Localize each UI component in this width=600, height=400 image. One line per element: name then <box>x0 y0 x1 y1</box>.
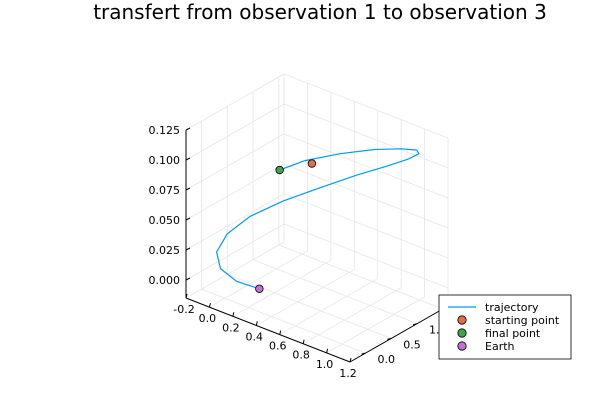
y-tick-mark <box>361 352 366 355</box>
gridline-y-floor <box>278 244 443 310</box>
gridline-x-floor <box>209 250 308 308</box>
legend-swatch-earth <box>457 341 467 351</box>
gridline-z-side <box>185 223 285 281</box>
gridline-y-floor <box>227 274 392 339</box>
legend-swatch-final-point <box>457 328 467 338</box>
gridline-z-back <box>283 193 449 259</box>
z-tick-label: 0.100 <box>149 154 181 167</box>
point-final-point <box>275 165 284 175</box>
x-tick-mark <box>279 330 282 335</box>
legend-label-final-point: final point <box>485 327 541 340</box>
gridline-z-back <box>283 163 449 229</box>
gridline-x-floor <box>256 269 355 326</box>
gridline-x-floor <box>302 287 402 345</box>
x-tick-mark <box>185 293 188 299</box>
x-tick-label: 1.2 <box>339 367 357 380</box>
gridline-z-side <box>185 73 285 131</box>
z-tick-mark <box>185 187 191 191</box>
gridline-z-side <box>185 103 285 161</box>
point-starting-point <box>307 159 317 168</box>
gridline-z-side <box>185 163 285 221</box>
y-axis-line <box>349 305 449 363</box>
x-tick-label: 0.4 <box>246 330 264 343</box>
chart-title: transfert from observation 1 to observat… <box>93 0 547 24</box>
x-tick-mark <box>326 348 329 353</box>
z-tick-label: 0.025 <box>149 244 181 257</box>
x-tick-label: 0.2 <box>222 321 240 334</box>
gridline-x-floor <box>185 241 285 299</box>
x-tick-mark <box>302 339 305 344</box>
gridline-z-back <box>283 103 449 169</box>
legend-label-trajectory: trajectory <box>485 301 539 314</box>
x-tick-mark <box>255 321 258 326</box>
legend-label-starting-point: starting point <box>485 314 560 327</box>
z-tick-mark <box>185 217 191 221</box>
gridline-y-floor <box>201 288 366 354</box>
x-tick-label: 1.0 <box>316 358 334 371</box>
x-axis-line <box>185 297 351 363</box>
gridline-x-floor <box>232 259 332 317</box>
y-tick-label: 0.0 <box>377 353 395 366</box>
point-earth <box>255 284 264 293</box>
x-tick-mark <box>349 357 352 363</box>
z-tick-label: 0.125 <box>149 124 181 137</box>
series-trajectory-line <box>215 148 420 290</box>
y-tick-mark <box>412 323 418 326</box>
plot-area <box>215 148 420 293</box>
z-tick-mark <box>185 127 191 131</box>
z-tick-mark <box>185 157 191 161</box>
z-tick-label: 0.000 <box>149 274 181 287</box>
tick-labels: -0.20.00.20.40.60.81.01.20.00.51.01.50.0… <box>149 124 473 380</box>
gridline-x-floor <box>279 278 378 335</box>
gridline-z-back <box>283 223 449 289</box>
y-tick-label: 0.5 <box>403 338 421 351</box>
x-tick-label: 0.8 <box>292 349 310 362</box>
gridline-x-floor <box>326 296 425 354</box>
x-tick-label: 0.6 <box>269 340 287 353</box>
x-tick-label: -0.2 <box>173 303 194 316</box>
z-tick-label: 0.050 <box>149 214 181 227</box>
y-tick-mark <box>387 337 392 340</box>
axes <box>185 127 449 363</box>
z-tick-mark <box>185 247 191 251</box>
z-tick-mark <box>185 277 191 281</box>
z-tick-label: 0.075 <box>149 184 181 197</box>
gridline-z-back <box>283 133 449 199</box>
gridline-z-side <box>185 193 285 251</box>
x-tick-mark <box>208 303 211 308</box>
legend-label-earth: Earth <box>485 340 515 353</box>
gridline-y-floor <box>252 259 418 325</box>
x-tick-mark <box>232 312 235 317</box>
grid <box>185 73 449 363</box>
gridline-z-side <box>185 133 285 191</box>
x-tick-label: 0.0 <box>199 312 217 325</box>
legend-swatch-starting-point <box>457 315 467 325</box>
gridline-z-back <box>283 73 449 139</box>
